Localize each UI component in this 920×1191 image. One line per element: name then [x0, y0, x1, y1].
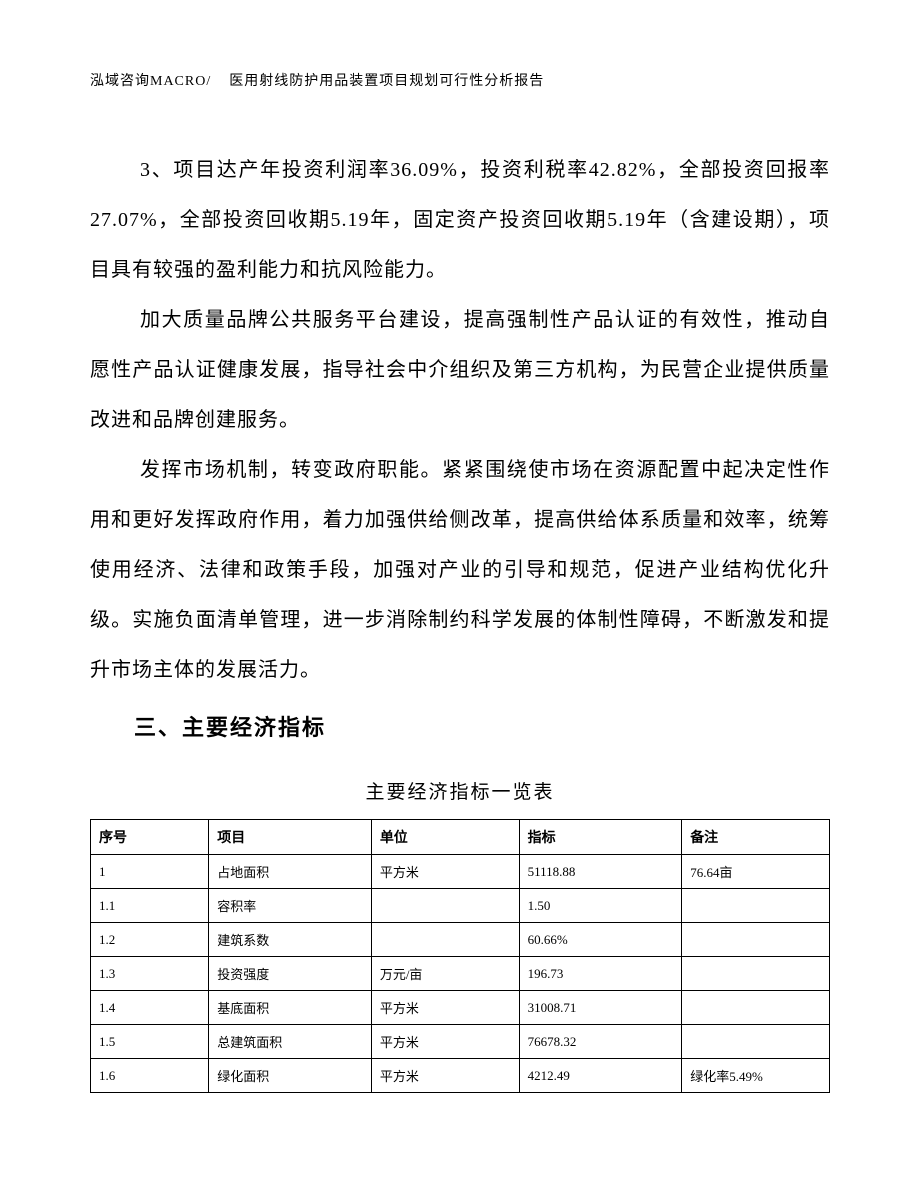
- header-left: 泓域咨询MACRO/: [90, 74, 211, 89]
- cell-metric: 196.73: [519, 957, 682, 991]
- cell-seq: 1.2: [91, 923, 209, 957]
- cell-item: 占地面积: [209, 855, 372, 889]
- cell-unit: 平方米: [371, 1025, 519, 1059]
- cell-unit: [371, 923, 519, 957]
- paragraph-1: 3、项目达产年投资利润率36.09%，投资利税率42.82%，全部投资回报率27…: [90, 145, 830, 295]
- table-header-row: 序号 项目 单位 指标 备注: [91, 820, 830, 855]
- economic-indicators-table: 序号 项目 单位 指标 备注 1 占地面积 平方米 51118.88 76.64…: [90, 819, 830, 1093]
- cell-metric: 60.66%: [519, 923, 682, 957]
- table-row: 1.4 基底面积 平方米 31008.71: [91, 991, 830, 1025]
- cell-unit: 平方米: [371, 855, 519, 889]
- cell-remark: [682, 889, 830, 923]
- table-row: 1.5 总建筑面积 平方米 76678.32: [91, 1025, 830, 1059]
- col-header-item: 项目: [209, 820, 372, 855]
- cell-item: 总建筑面积: [209, 1025, 372, 1059]
- cell-unit: 平方米: [371, 991, 519, 1025]
- cell-unit: 万元/亩: [371, 957, 519, 991]
- cell-item: 基底面积: [209, 991, 372, 1025]
- page-header: 泓域咨询MACRO/ 医用射线防护用品装置项目规划可行性分析报告: [90, 70, 830, 90]
- cell-item: 投资强度: [209, 957, 372, 991]
- table-row: 1.1 容积率 1.50: [91, 889, 830, 923]
- cell-metric: 76678.32: [519, 1025, 682, 1059]
- cell-item: 容积率: [209, 889, 372, 923]
- cell-item: 绿化面积: [209, 1059, 372, 1093]
- col-header-seq: 序号: [91, 820, 209, 855]
- cell-remark: [682, 957, 830, 991]
- body-text: 3、项目达产年投资利润率36.09%，投资利税率42.82%，全部投资回报率27…: [90, 145, 830, 695]
- cell-metric: 4212.49: [519, 1059, 682, 1093]
- cell-metric: 51118.88: [519, 855, 682, 889]
- cell-unit: [371, 889, 519, 923]
- cell-remark: 76.64亩: [682, 855, 830, 889]
- table-row: 1.2 建筑系数 60.66%: [91, 923, 830, 957]
- cell-metric: 1.50: [519, 889, 682, 923]
- cell-seq: 1: [91, 855, 209, 889]
- paragraph-3: 发挥市场机制，转变政府职能。紧紧围绕使市场在资源配置中起决定性作用和更好发挥政府…: [90, 445, 830, 695]
- col-header-remark: 备注: [682, 820, 830, 855]
- header-right: 医用射线防护用品装置项目规划可行性分析报告: [229, 74, 544, 89]
- cell-remark: [682, 923, 830, 957]
- cell-metric: 31008.71: [519, 991, 682, 1025]
- table-row: 1.3 投资强度 万元/亩 196.73: [91, 957, 830, 991]
- cell-item: 建筑系数: [209, 923, 372, 957]
- cell-seq: 1.6: [91, 1059, 209, 1093]
- paragraph-2: 加大质量品牌公共服务平台建设，提高强制性产品认证的有效性，推动自愿性产品认证健康…: [90, 295, 830, 445]
- table-row: 1.6 绿化面积 平方米 4212.49 绿化率5.49%: [91, 1059, 830, 1093]
- cell-seq: 1.1: [91, 889, 209, 923]
- cell-seq: 1.3: [91, 957, 209, 991]
- col-header-metric: 指标: [519, 820, 682, 855]
- cell-seq: 1.5: [91, 1025, 209, 1059]
- cell-remark: 绿化率5.49%: [682, 1059, 830, 1093]
- cell-unit: 平方米: [371, 1059, 519, 1093]
- table-row: 1 占地面积 平方米 51118.88 76.64亩: [91, 855, 830, 889]
- col-header-unit: 单位: [371, 820, 519, 855]
- cell-remark: [682, 991, 830, 1025]
- cell-remark: [682, 1025, 830, 1059]
- section-heading: 三、主要经济指标: [90, 710, 830, 742]
- table-caption: 主要经济指标一览表: [90, 777, 830, 804]
- cell-seq: 1.4: [91, 991, 209, 1025]
